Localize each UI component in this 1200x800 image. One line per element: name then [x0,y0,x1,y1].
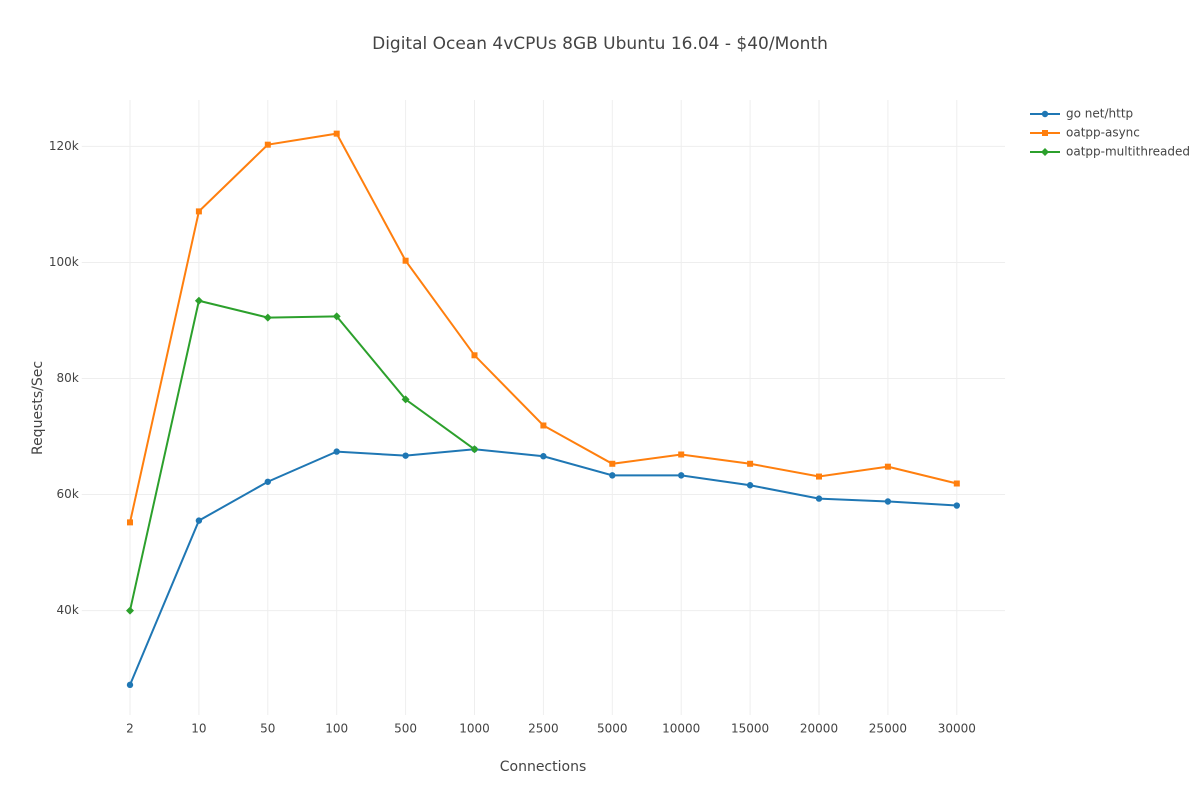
data-point [884,498,892,505]
data-point [333,448,340,455]
data-point [263,313,272,322]
y-tick-label: 60k [57,487,79,501]
data-point [470,445,479,454]
data-point [402,452,409,459]
data-point [195,517,203,524]
x-tick-label: 5000 [597,722,628,736]
x-tick-label: 10 [191,722,206,736]
x-tick-label: 1000 [459,722,490,736]
x-tick-label: 100 [325,722,348,736]
data-point [816,473,822,480]
data-point [332,312,341,321]
data-point [195,208,202,215]
y-tick-label: 100k [49,255,79,269]
data-point [264,141,271,148]
legend-marker [1042,130,1048,136]
data-point [194,296,203,305]
legend-label: go net/http [1066,107,1133,121]
data-point [127,519,133,526]
x-tick-label: 30000 [938,722,976,736]
y-tick-label: 80k [57,371,79,385]
y-axis-label: Requests/Sec [30,361,46,455]
data-point [402,257,409,264]
x-tick-label: 25000 [869,722,907,736]
data-point [678,451,685,458]
x-tick-label: 10000 [662,722,700,736]
data-point [333,130,340,137]
data-point [678,472,685,479]
data-point [401,395,410,404]
data-point [953,502,960,509]
data-point [884,463,891,470]
series-line [129,299,476,611]
data-point [609,472,616,479]
x-tick-label: 50 [260,722,275,736]
data-point [746,482,754,489]
x-tick-label: 20000 [800,722,838,736]
data-point [126,606,134,615]
data-point [540,422,547,429]
x-tick-label: 15000 [731,722,769,736]
data-point [953,480,960,487]
x-axis-label: Connections [500,759,587,775]
x-tick-label: 2 [126,722,134,736]
legend-label: oatpp-multithreaded [1066,145,1190,159]
data-point [471,352,478,359]
data-point [264,478,271,485]
y-tick-label: 120k [49,139,79,153]
y-tick-label: 40k [57,603,79,617]
x-tick-label: 500 [394,722,417,736]
legend-label: oatpp-async [1066,126,1140,140]
legend-marker [1041,148,1049,156]
data-point [815,495,823,502]
x-tick-label: 2500 [528,722,559,736]
data-point [126,681,134,689]
chart-title: Digital Ocean 4vCPUs 8GB Ubuntu 16.04 - … [372,34,828,54]
data-point [747,460,754,467]
data-point [609,460,616,467]
legend-marker [1041,110,1049,118]
data-point [540,453,547,460]
